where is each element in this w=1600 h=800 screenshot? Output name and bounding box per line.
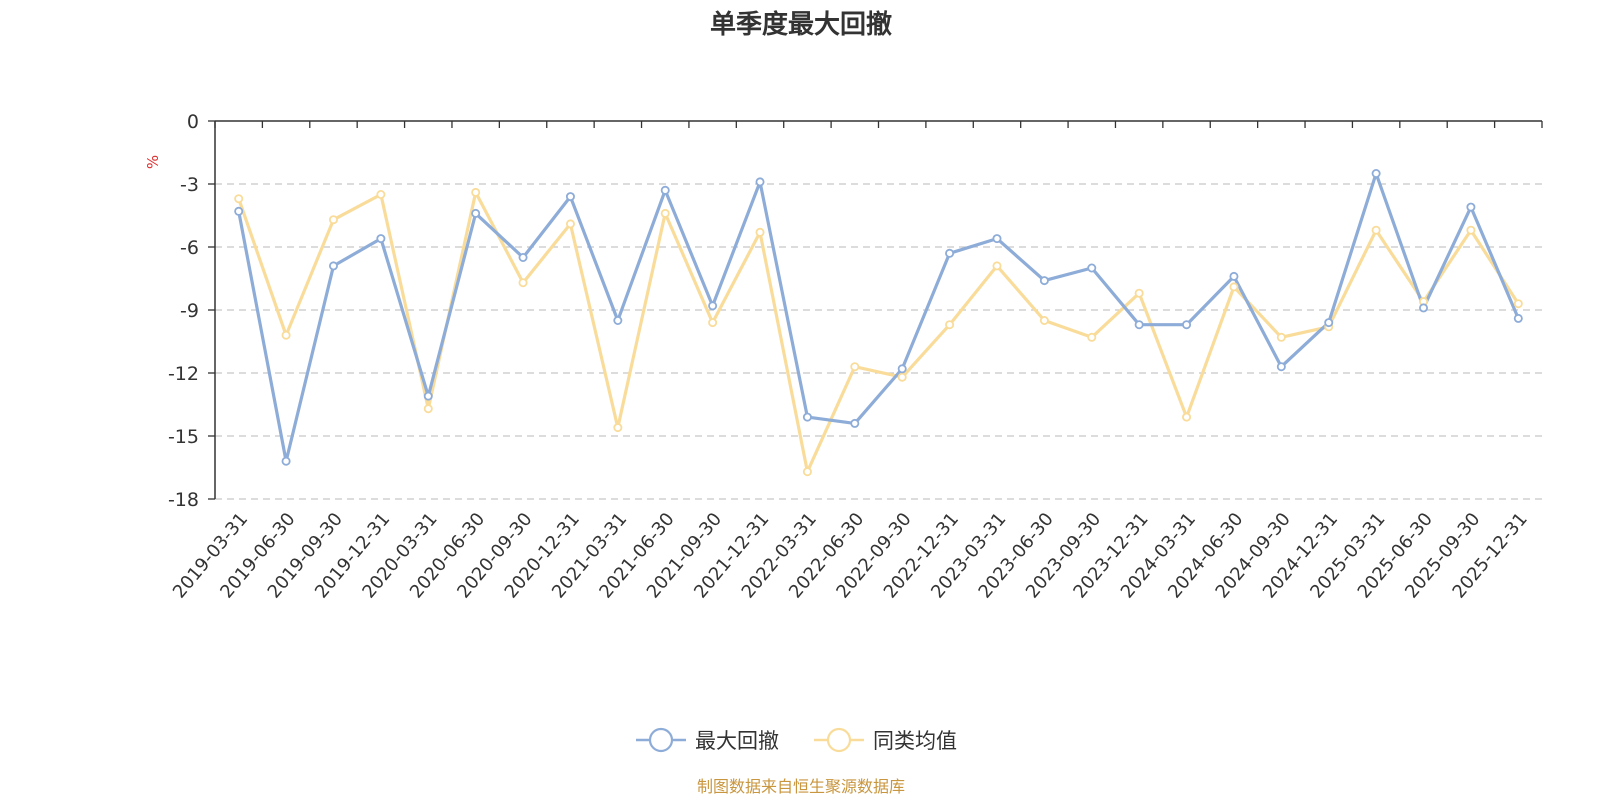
- series-1-point-0[interactable]: [234, 194, 244, 204]
- series-1-point-3[interactable]: [376, 189, 386, 199]
- series-1-point-21[interactable]: [1229, 282, 1239, 292]
- legend-label-0: 最大回撤: [695, 729, 779, 753]
- series-1-point-15[interactable]: [945, 320, 955, 330]
- series-1-point-10[interactable]: [708, 318, 718, 328]
- y-tick-labels: 0 -3 -6 -9 -12 -15 -18: [168, 111, 199, 511]
- series-1-point-11[interactable]: [755, 227, 765, 237]
- series-0-point-24[interactable]: [1371, 168, 1381, 178]
- y-tick-label-2: -6: [180, 237, 199, 259]
- y-axis-unit-label: %: [144, 155, 162, 169]
- series-1-point-16[interactable]: [992, 261, 1002, 271]
- y-tick-label-0: 0: [187, 111, 199, 133]
- series-1-point-1[interactable]: [281, 330, 291, 340]
- series-0-point-7[interactable]: [565, 192, 575, 202]
- series-0-point-12[interactable]: [802, 412, 812, 422]
- series-1-point-24[interactable]: [1371, 225, 1381, 235]
- axes: [208, 120, 1543, 500]
- series-1-point-20[interactable]: [1182, 412, 1192, 422]
- series-0-point-3[interactable]: [376, 234, 386, 244]
- legend-item-0[interactable]: 最大回撤: [636, 727, 779, 753]
- series-0-point-6[interactable]: [518, 252, 528, 262]
- series-0-point-22[interactable]: [1276, 362, 1286, 372]
- series-0-point-15[interactable]: [945, 248, 955, 258]
- series-0-point-11[interactable]: [755, 177, 765, 187]
- series-1-point-9[interactable]: [660, 208, 670, 218]
- series-0-point-25[interactable]: [1419, 303, 1429, 313]
- series-0-point-5[interactable]: [471, 208, 481, 218]
- legend-label-1: 同类均值: [873, 729, 957, 753]
- legend[interactable]: 最大回撤 同类均值: [636, 727, 957, 753]
- series-1-point-13[interactable]: [850, 362, 860, 372]
- series-0-point-26[interactable]: [1466, 202, 1476, 212]
- series-0-point-19[interactable]: [1134, 320, 1144, 330]
- y-tick-label-5: -15: [168, 426, 199, 448]
- legend-marker-0: [648, 727, 674, 753]
- series-1-point-17[interactable]: [1039, 315, 1049, 325]
- series-0-point-9[interactable]: [660, 185, 670, 195]
- y-tick-label-3: -9: [180, 300, 199, 322]
- series-0-point-8[interactable]: [613, 315, 623, 325]
- series-1-point-6[interactable]: [518, 278, 528, 288]
- series-1-point-27[interactable]: [1513, 299, 1523, 309]
- y-tick-label-6: -18: [168, 489, 199, 511]
- series-0-point-13[interactable]: [850, 418, 860, 428]
- series-line-0: [237, 171, 1520, 463]
- series-1-point-18[interactable]: [1087, 332, 1097, 342]
- series-1-point-5[interactable]: [471, 187, 481, 197]
- series-1-point-19[interactable]: [1134, 288, 1144, 298]
- series-1-point-8[interactable]: [613, 423, 623, 433]
- series-1-point-22[interactable]: [1276, 332, 1286, 342]
- series-0-point-16[interactable]: [992, 234, 1002, 244]
- series-lines: [237, 171, 1520, 474]
- data-points: [234, 168, 1523, 477]
- series-0-point-14[interactable]: [897, 364, 907, 374]
- series-0-point-20[interactable]: [1182, 320, 1192, 330]
- series-0-point-2[interactable]: [328, 261, 338, 271]
- series-0-point-27[interactable]: [1513, 313, 1523, 323]
- series-line-1: [237, 190, 1520, 474]
- series-0-point-10[interactable]: [708, 301, 718, 311]
- series-1-point-26[interactable]: [1466, 225, 1476, 235]
- series-0-point-17[interactable]: [1039, 276, 1049, 286]
- y-tick-label-4: -12: [168, 363, 199, 385]
- series-0-point-18[interactable]: [1087, 263, 1097, 273]
- series-0-point-0[interactable]: [234, 206, 244, 216]
- series-1-point-2[interactable]: [328, 215, 338, 225]
- series-1-point-12[interactable]: [802, 467, 812, 477]
- series-1-point-14[interactable]: [897, 372, 907, 382]
- series-0-point-21[interactable]: [1229, 271, 1239, 281]
- series-0-point-1[interactable]: [281, 456, 291, 466]
- series-0-point-23[interactable]: [1324, 318, 1334, 328]
- x-tick-labels: 2019-03-312019-06-302019-09-302019-12-31…: [169, 509, 1532, 603]
- series-1-point-4[interactable]: [423, 404, 433, 414]
- series-0-point-4[interactable]: [423, 391, 433, 401]
- series-1-point-7[interactable]: [565, 219, 575, 229]
- legend-item-1[interactable]: 同类均值: [814, 727, 957, 753]
- data-source-note: 制图数据来自恒生聚源数据库: [697, 777, 905, 796]
- chart-title: 单季度最大回撤: [710, 9, 892, 40]
- y-tick-label-1: -3: [180, 174, 199, 196]
- legend-marker-1: [826, 727, 852, 753]
